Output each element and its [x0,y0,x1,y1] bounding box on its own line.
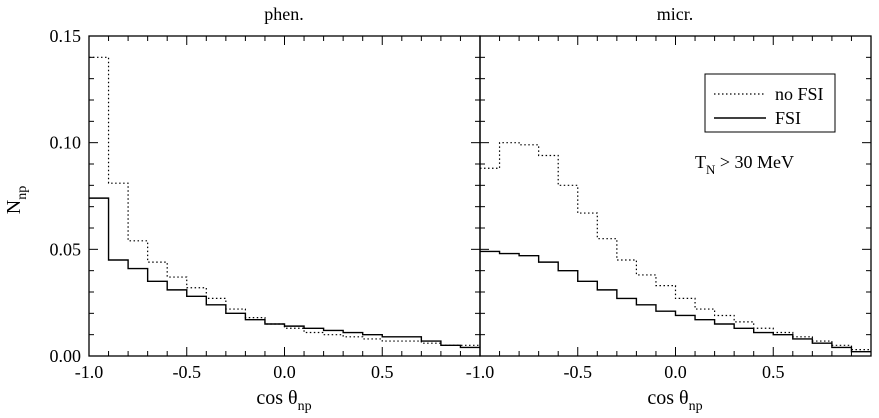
left-x-axis-label-main: cos θ [256,387,297,409]
y-tick-label: 0.15 [50,26,82,46]
y-axis-label-sub: np [15,186,30,200]
y-tick-label: 0.00 [50,346,82,366]
annotation-rest: > 30 MeV [715,152,794,172]
left-panel-frame [88,35,481,357]
right-x-axis-label-sub: np [689,399,703,414]
annotation-sub: N [706,162,716,177]
y-tick-label: 0.10 [50,133,82,153]
right-panel-title: micr. [657,4,694,24]
legend-label-fsi: FSI [775,108,801,128]
energy-cut-annotation: TN > 30 MeV [695,152,794,177]
x-tick-label: 0.5 [762,362,785,382]
series-no-fsi [89,56,480,346]
series-no-fsi [480,142,871,351]
legend: no FSI FSI [704,73,836,133]
x-tick-label: -1.0 [466,362,495,382]
series-fsi [89,197,480,349]
plot-panels: -1.0 -0.5 0.0 0.5 0.00 0.05 0.10 0.15 -1.0 -0.5 0.… [50,26,872,382]
x-tick-label: -0.5 [564,362,593,382]
left-panel-title: phen. [264,4,304,24]
y-axis-label: Nnp [3,186,30,214]
legend-box [704,73,836,133]
x-tick-label: 0.0 [664,362,687,382]
annotation-main: T [695,152,706,172]
left-panel: -1.0 -0.5 0.0 0.5 0.00 0.05 0.10 0.15 [50,26,481,382]
x-tick-label: -1.0 [75,362,104,382]
right-x-axis-label: cos θnp [647,387,702,414]
x-tick-label: 0.5 [371,362,394,382]
x-tick-label: -0.5 [173,362,202,382]
series-fsi [480,250,871,353]
right-x-axis-label-main: cos θ [647,387,688,409]
left-x-axis-label-sub: np [298,399,312,414]
x-tick-label: 0.0 [273,362,296,382]
legend-label-no-fsi: no FSI [775,84,824,104]
y-tick-label: 0.05 [50,239,82,259]
right-panel: -1.0 -0.5 0.0 0.5 [466,35,872,382]
y-axis-label-main: N [3,200,25,214]
left-x-axis-label: cos θnp [256,387,311,414]
